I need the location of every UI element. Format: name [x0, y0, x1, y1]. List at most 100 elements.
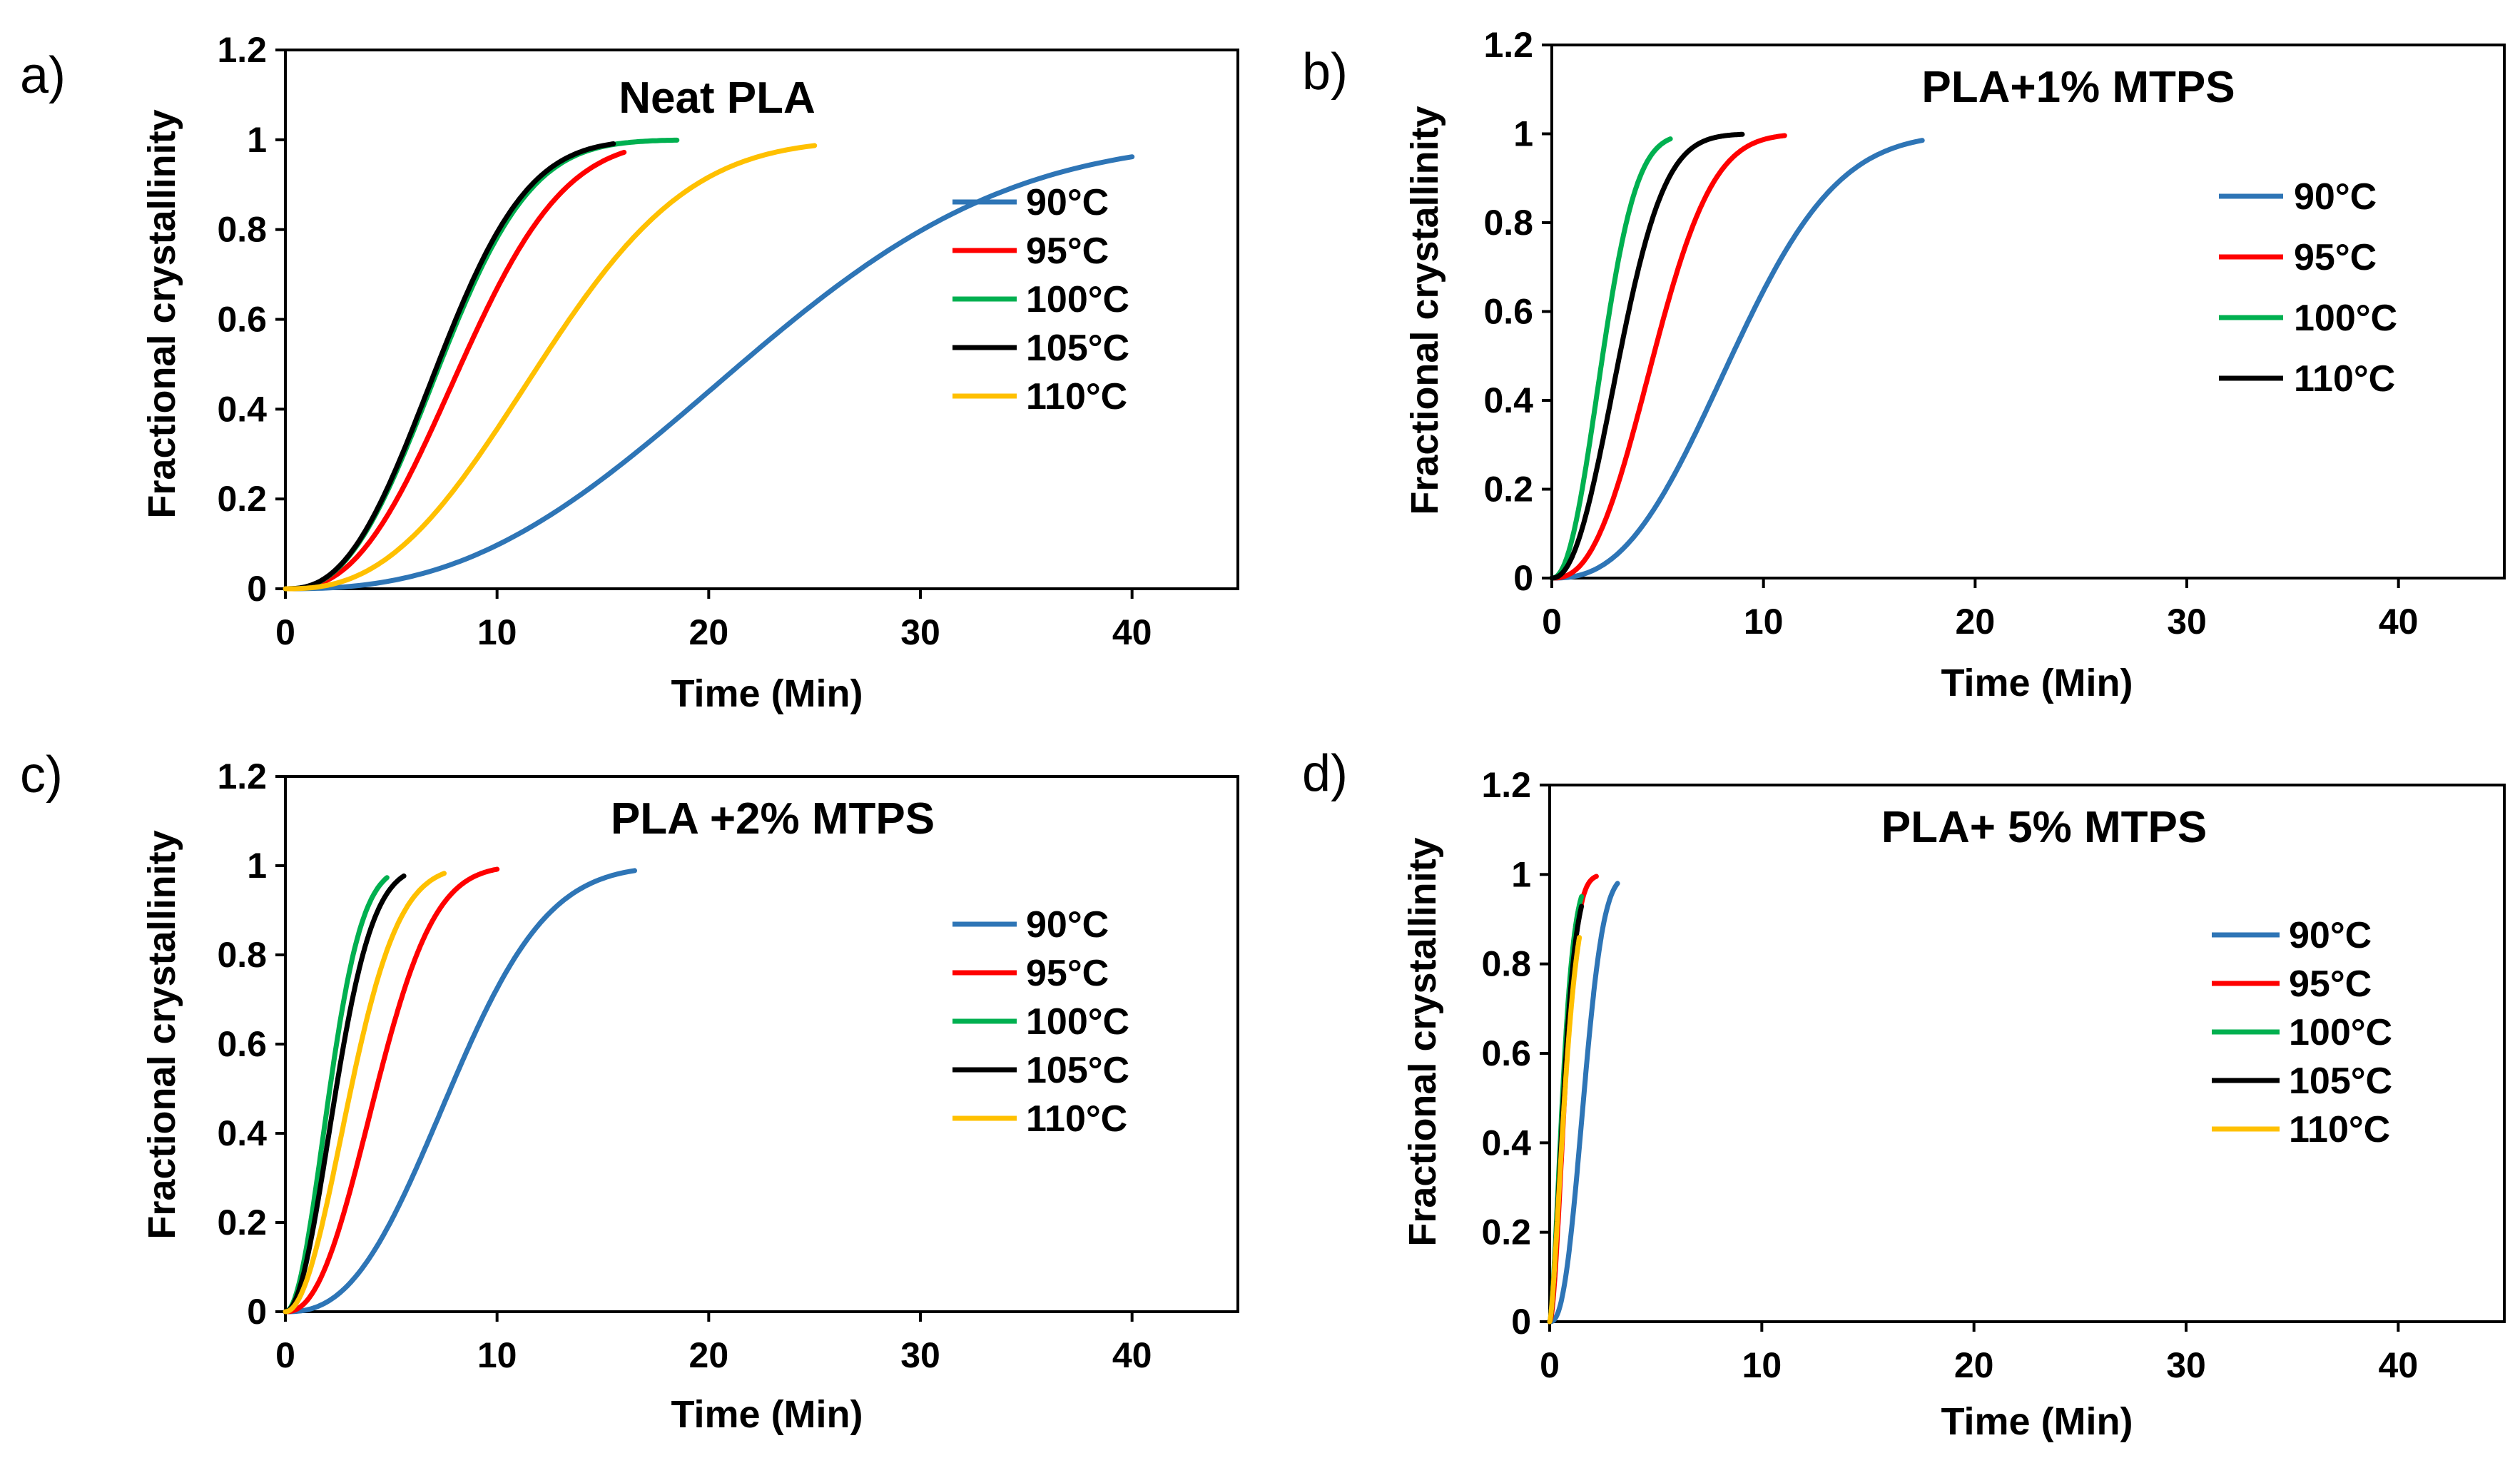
x-tick-label: 20	[1954, 1345, 1994, 1385]
x-tick-label: 20	[689, 612, 729, 652]
x-tick-label: 10	[1744, 602, 1784, 642]
x-tick-label: 30	[2166, 1345, 2206, 1385]
legend-label: 110°C	[2289, 1109, 2390, 1150]
panel-letter: b)	[1302, 44, 1348, 101]
x-tick-label: 30	[2167, 602, 2207, 642]
panel-letter: d)	[1302, 745, 1348, 802]
legend-label: 110°C	[2294, 358, 2395, 400]
y-tick-label: 0.2	[1481, 1213, 1531, 1252]
x-axis-label: Time (Min)	[1941, 662, 2133, 704]
x-tick-label: 0	[275, 1335, 295, 1375]
y-tick-label: 1	[1511, 854, 1531, 894]
y-tick-label: 0.8	[1483, 203, 1533, 243]
y-tick-label: 0.4	[217, 1113, 267, 1153]
y-tick-label: 1	[247, 846, 267, 886]
y-tick-label: 0.8	[217, 210, 267, 250]
legend-label: 105°C	[1026, 328, 1129, 369]
legend: 90°C 95°C 100°C 105°C 110°C	[952, 182, 1129, 417]
x-tick-label: 40	[1112, 612, 1152, 652]
legend-label: 90°C	[1026, 904, 1109, 946]
series-line-110c	[283, 143, 818, 592]
chart-panel-2: 0 0.2 0.4 0.6 0.8 1 1.2 0 10 20 30 40 Time (Min) Frac…	[1302, 25, 2506, 704]
x-tick-label: 30	[900, 612, 940, 652]
x-tick-label: 10	[477, 1335, 517, 1375]
chart-panel-3: 0 0.2 0.4 0.6 0.8 1 1.2 0 10 20 30 40 Time (Min) Frac…	[20, 746, 1239, 1436]
y-tick-label: 0.8	[1481, 944, 1531, 984]
chart-panel-4: 0 0.2 0.4 0.6 0.8 1 1.2 0 10 20 30 40 Time (Min) Frac…	[1302, 745, 2506, 1443]
y-tick-label: 0.2	[1483, 470, 1533, 510]
chart-title: Neat PLA	[619, 74, 816, 123]
legend-label: 110°C	[1026, 376, 1127, 417]
legend-label: 100°C	[1026, 1001, 1129, 1043]
y-tick-label: 1	[1513, 114, 1533, 154]
legend-label: 95°C	[2289, 963, 2372, 1005]
x-tick-label: 20	[1956, 602, 1996, 642]
legend: 90°C 95°C 100°C 105°C 110°C	[952, 904, 1129, 1140]
legend-label: 90°C	[2294, 176, 2377, 218]
y-tick-label: 0.6	[1483, 292, 1533, 332]
legend-label: 100°C	[2289, 1012, 2392, 1053]
chart-title: PLA +2% MTPS	[611, 794, 935, 844]
series-line-90c	[1547, 881, 1620, 1325]
series-line-90c	[283, 154, 1135, 592]
series-line-100c	[1549, 136, 1673, 581]
legend: 90°C 95°C 100°C 110°C	[2219, 176, 2397, 400]
y-tick-label: 0.2	[217, 1203, 267, 1242]
y-tick-label: 1.2	[1483, 25, 1533, 65]
chart-panel-1: 0 0.2 0.4 0.6 0.8 1 1.2 0 10 20 30 40 Time (Min) Frac…	[20, 30, 1239, 715]
series-line-95c	[283, 149, 627, 592]
series-line-110c	[1549, 131, 1745, 581]
legend-label: 105°C	[2289, 1060, 2392, 1102]
x-tick-label: 30	[900, 1335, 940, 1375]
series-line-90c	[1549, 138, 1925, 581]
y-tick-label: 0.6	[217, 300, 267, 340]
series-line-105c	[283, 873, 407, 1315]
x-axis-label: Time (Min)	[671, 1393, 863, 1436]
y-axis-label: Fractional crystallinity	[141, 830, 183, 1239]
y-tick-label: 1.2	[217, 756, 267, 796]
y-tick-label: 0.6	[1481, 1033, 1531, 1073]
x-tick-label: 0	[1540, 1345, 1560, 1385]
legend-label: 100°C	[1026, 279, 1129, 320]
x-axis-label: Time (Min)	[1941, 1400, 2133, 1443]
series-line-100c	[283, 137, 680, 592]
y-tick-label: 0.6	[217, 1024, 267, 1064]
y-tick-label: 0.4	[1483, 380, 1533, 420]
series-line-95c	[1549, 133, 1787, 581]
series-line-95c	[283, 866, 500, 1315]
legend-label: 90°C	[1026, 182, 1109, 223]
legend-label: 90°C	[2289, 915, 2372, 956]
x-tick-label: 0	[1542, 602, 1562, 642]
x-tick-label: 40	[1112, 1335, 1152, 1375]
y-tick-label: 0.4	[217, 389, 267, 429]
y-axis-label: Fractional crystallinity	[1403, 106, 1446, 515]
series-line-110c	[1547, 935, 1582, 1325]
chart-title: PLA+1% MTPS	[1921, 63, 2235, 112]
legend-label: 105°C	[1026, 1050, 1129, 1091]
y-tick-label: 0.8	[217, 935, 267, 975]
legend-label: 95°C	[2294, 237, 2377, 278]
y-tick-label: 0	[247, 569, 267, 609]
x-tick-label: 40	[2379, 1345, 2419, 1385]
y-tick-label: 1.2	[1481, 765, 1531, 805]
y-tick-label: 0.4	[1481, 1123, 1531, 1163]
series-line-90c	[283, 868, 637, 1315]
series-line-105c	[283, 141, 616, 592]
plot-frame	[1548, 784, 2506, 1323]
x-tick-label: 10	[1742, 1345, 1782, 1385]
legend-label: 95°C	[1026, 231, 1109, 272]
legend-label: 110°C	[1026, 1098, 1127, 1140]
panel-letter: a)	[20, 47, 66, 104]
x-tick-label: 20	[689, 1335, 729, 1375]
legend: 90°C 95°C 100°C 105°C 110°C	[2212, 915, 2392, 1150]
legend-label: 95°C	[1026, 953, 1109, 994]
y-tick-label: 0	[1513, 558, 1533, 598]
x-axis-label: Time (Min)	[671, 672, 863, 715]
y-tick-label: 0.2	[217, 479, 267, 519]
y-tick-label: 1	[247, 120, 267, 160]
y-axis-label: Fractional crystallinity	[141, 109, 183, 518]
panel-letter: c)	[20, 746, 63, 804]
y-tick-label: 1.2	[217, 30, 267, 70]
legend-label: 100°C	[2294, 298, 2397, 339]
